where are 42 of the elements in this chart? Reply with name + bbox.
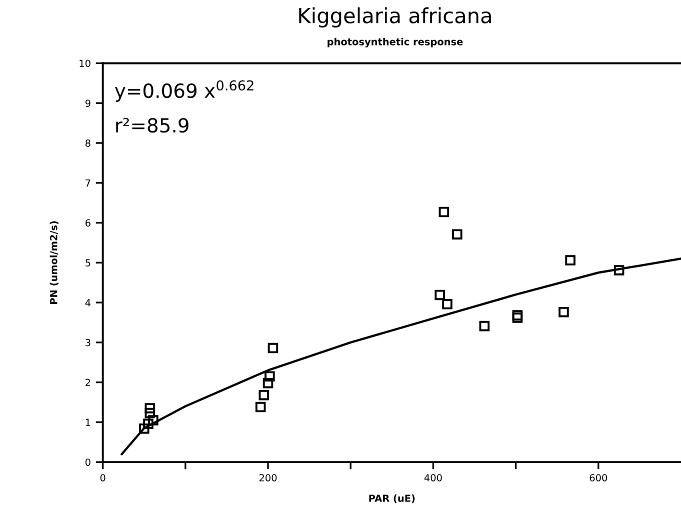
annotation: y=0.069 x$^{0.662}$ (114, 80, 254, 102)
point (452, 229, 462, 240)
x-tick-label: 400 (424, 474, 442, 482)
x-tick-label: 200 (259, 474, 277, 482)
point (512, 310, 523, 320)
point (258, 390, 270, 400)
point (434, 290, 445, 300)
point (512, 312, 523, 323)
line-series (120, 258, 681, 456)
point (268, 342, 278, 354)
y-tick-label: 1 (86, 418, 90, 426)
y-tick-label: 0 (85, 458, 90, 466)
y-tick-label: 5 (86, 259, 90, 266)
point (148, 415, 158, 426)
point (262, 378, 274, 388)
point (138, 423, 150, 434)
chart-subtitle: photosynthetic response (328, 38, 463, 48)
y-tick-label: 8 (86, 139, 90, 147)
x-axis-title: PAR (uE) (369, 494, 415, 504)
point (255, 402, 266, 412)
point (442, 298, 452, 310)
y-tick-label: 9 (85, 100, 90, 107)
annotation: r²=85.9 (116, 118, 188, 133)
y-axis-title: PN (umol/m2/s) (50, 221, 58, 304)
x-tick-label: 0 (100, 474, 106, 482)
y-tick-label: 10 (80, 60, 90, 68)
point (614, 265, 624, 276)
point (438, 206, 450, 218)
point (479, 320, 490, 332)
y-tick-label: 6 (86, 219, 90, 227)
y-tick-label: 3 (86, 338, 90, 346)
y-tick-label: 7 (86, 179, 90, 187)
y-tick-label: 4 (85, 299, 90, 306)
point (144, 408, 156, 418)
point (264, 371, 275, 382)
point (144, 403, 156, 414)
point (565, 255, 576, 266)
y-tick-label: 2 (86, 378, 90, 386)
point (143, 418, 154, 429)
point (558, 306, 569, 318)
chart-title: Kiggelaria africana (299, 7, 491, 28)
x-tick-label: 600 (590, 474, 608, 482)
